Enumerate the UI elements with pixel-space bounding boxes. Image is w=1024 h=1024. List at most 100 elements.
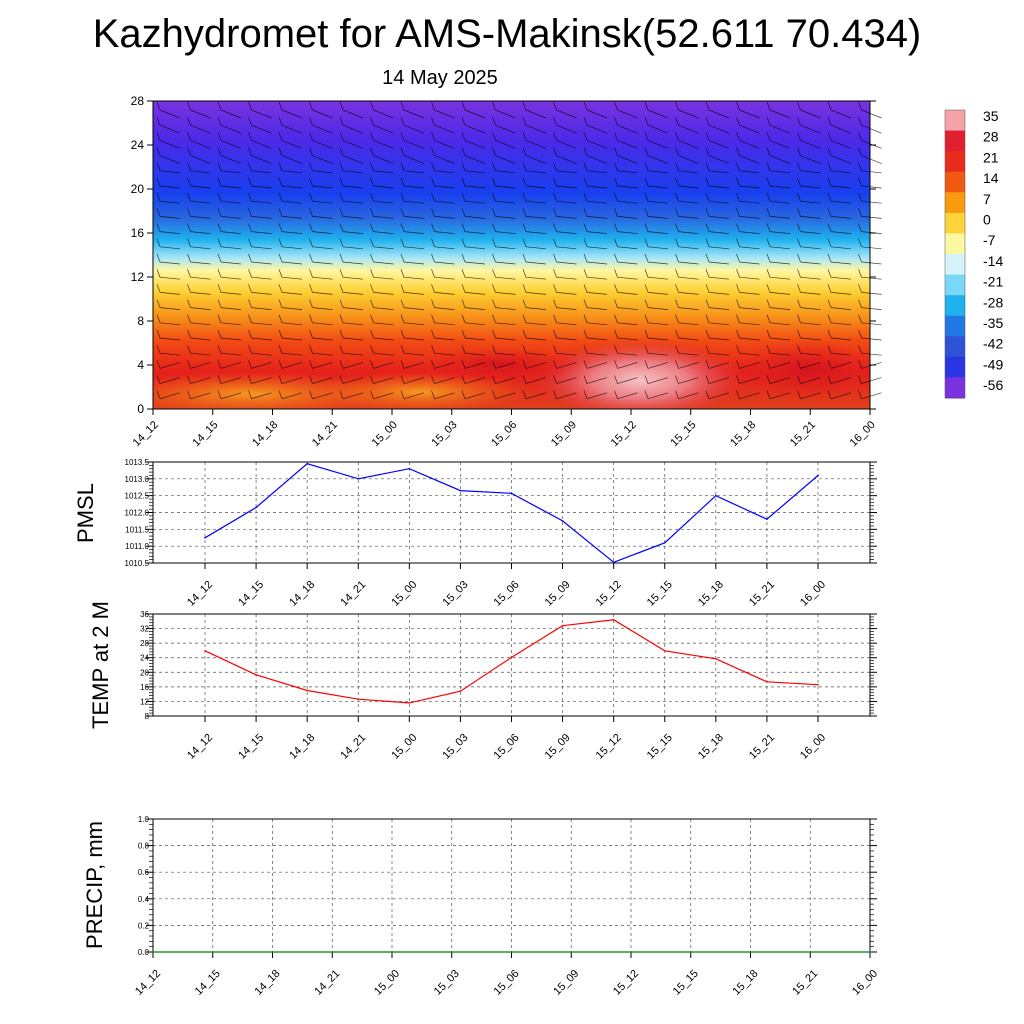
- wind-barb-flag: [461, 147, 466, 156]
- y-tick-label: 12: [140, 697, 149, 706]
- wind-barb: [800, 276, 821, 280]
- x-tick-label: 15_00: [372, 968, 402, 998]
- wind-barb: [830, 362, 852, 369]
- wind-barb-flag: [797, 345, 801, 354]
- wind-barb: [281, 155, 303, 164]
- x-tick-label: 15_12: [594, 732, 624, 762]
- wind-barb-flag: [400, 253, 405, 263]
- wind-barb-flag: [278, 269, 283, 278]
- wind-barb: [495, 276, 516, 280]
- wind-barb-flag: [614, 314, 618, 323]
- wind-barb-flag: [156, 375, 161, 384]
- wind-barb: [495, 124, 516, 134]
- wind-barb-flag: [736, 162, 740, 171]
- wind-barb-flag: [705, 284, 710, 293]
- wind-barb: [220, 155, 242, 164]
- wind-barb: [800, 377, 821, 384]
- wind-barb: [342, 231, 364, 234]
- x-tick-label: 15_12: [609, 419, 639, 449]
- wind-barb-flag: [797, 375, 801, 384]
- wind-barb-flag: [217, 162, 222, 171]
- wind-barb: [861, 352, 882, 356]
- wind-barb-flag: [400, 117, 405, 126]
- wind-barb: [220, 261, 242, 265]
- wind-barb: [342, 392, 364, 400]
- wind-barb-flag: [461, 314, 466, 323]
- data-point: [306, 689, 308, 692]
- colorbar-label: 7: [983, 191, 991, 207]
- wind-barb: [373, 200, 394, 204]
- wind-barb: [403, 276, 425, 280]
- wind-barb: [220, 200, 242, 204]
- wind-barb: [861, 246, 882, 250]
- wind-barb-flag: [675, 314, 679, 323]
- wind-barb: [647, 124, 669, 134]
- wind-barb-flag: [339, 162, 344, 171]
- wind-barb: [739, 322, 760, 326]
- x-tick-label: 16_00: [798, 579, 828, 609]
- wind-barb-flag: [492, 162, 496, 171]
- wind-barb-flag: [156, 193, 161, 202]
- wind-barb: [556, 307, 577, 310]
- wind-barb: [159, 170, 181, 174]
- wind-barb: [800, 246, 821, 250]
- data-point: [204, 649, 206, 652]
- wind-barb-flag: [766, 375, 771, 384]
- y-tick-label: 1012.5: [125, 492, 150, 501]
- wind-barb-flag: [339, 177, 344, 187]
- wind-barb-flag: [736, 314, 740, 323]
- wind-barb-flag: [614, 269, 618, 278]
- wind-barb: [281, 231, 303, 234]
- x-tick-label: 14_15: [236, 732, 266, 762]
- wind-barb: [403, 392, 425, 400]
- x-tick-label: 14_15: [193, 968, 223, 998]
- wind-barb-flag: [522, 208, 527, 217]
- wind-barb: [586, 292, 608, 295]
- wind-barb: [708, 246, 730, 250]
- wind-barb: [434, 276, 455, 280]
- wind-barb: [739, 292, 760, 295]
- wind-barb: [708, 307, 730, 310]
- wind-barb-flag: [187, 193, 191, 202]
- wind-barb: [403, 140, 425, 149]
- wind-barb: [281, 109, 303, 119]
- wind-barb-flag: [370, 208, 374, 217]
- wind-barb: [525, 377, 547, 384]
- wind-barb-flag: [766, 208, 771, 217]
- wind-barb: [769, 337, 791, 341]
- wind-barb: [678, 231, 699, 234]
- x-tick-label: 15_00: [389, 579, 419, 609]
- wind-barb-flag: [431, 193, 435, 202]
- wind-barb-flag: [675, 299, 679, 308]
- wind-barb-flag: [766, 101, 771, 111]
- wind-barb: [769, 261, 791, 265]
- wind-barb-flag: [583, 101, 588, 111]
- wind-barb: [373, 276, 394, 280]
- wind-barb-flag: [217, 299, 222, 308]
- wind-barb-flag: [400, 345, 405, 354]
- wind-barb: [708, 322, 730, 326]
- wind-barb: [647, 185, 669, 189]
- wind-barb: [159, 322, 181, 326]
- wind-barbs: [156, 101, 882, 400]
- wind-barb: [647, 155, 669, 164]
- wind-barb-flag: [614, 117, 618, 126]
- wind-barb-flag: [766, 390, 771, 399]
- wind-barb: [556, 200, 577, 204]
- data-point: [715, 658, 717, 660]
- wind-barb: [525, 261, 547, 265]
- wind-barb-flag: [797, 314, 801, 323]
- wind-barb: [312, 362, 333, 369]
- colorbar-swatch: [945, 130, 965, 152]
- data-point: [630, 951, 632, 953]
- wind-barb-flag: [156, 177, 161, 187]
- wind-barb-flag: [309, 345, 313, 354]
- wind-barb-flag: [522, 345, 527, 354]
- wind-barb: [251, 337, 272, 341]
- wind-barb: [434, 322, 455, 326]
- wind-barb-flag: [644, 345, 649, 354]
- wind-barb: [647, 261, 669, 265]
- y-tick-label: 20: [140, 668, 149, 677]
- wind-barb-flag: [492, 360, 496, 369]
- wind-barb: [495, 155, 516, 164]
